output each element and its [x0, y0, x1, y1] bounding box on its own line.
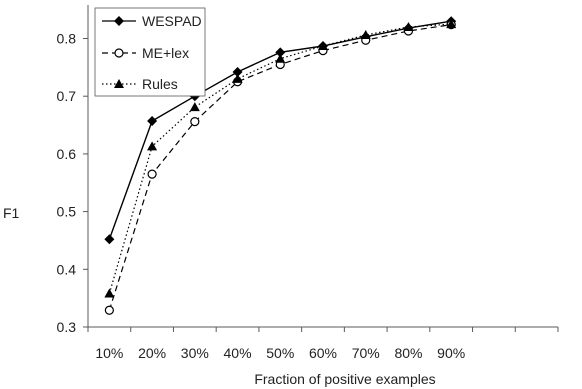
y-tick-label: 0.8 [57, 31, 77, 47]
legend-item: Rules [102, 76, 178, 92]
legend-marker [114, 48, 124, 58]
axes [87, 5, 558, 328]
data-point [147, 169, 157, 179]
data-point [104, 305, 114, 315]
legend-label: WESPAD [142, 13, 202, 29]
x-axis-ticks: 10% 20% 30% 40% 50% 60% 70% 80% 90% [87, 327, 559, 361]
x-axis-label: Fraction of positive examples [254, 371, 435, 387]
legend-item: ME+lex [102, 45, 189, 61]
data-point [104, 234, 115, 245]
x-tick-label: 50% [266, 345, 294, 361]
legend-label: ME+lex [142, 45, 189, 61]
y-tick-label: 0.5 [57, 204, 77, 220]
x-tick-label: 60% [309, 345, 337, 361]
legend-box [94, 7, 206, 97]
data-point [189, 102, 200, 112]
data-point [104, 288, 115, 298]
data-point [147, 141, 158, 151]
data-point [232, 73, 243, 83]
legend: WESPAD ME+lex Rules [94, 7, 206, 97]
data-point [318, 41, 328, 51]
series-line [108, 23, 452, 294]
data-point [360, 30, 371, 40]
x-tick-label: 10% [95, 345, 123, 361]
x-tick-label: 70% [352, 345, 380, 361]
data-point [275, 53, 286, 63]
y-tick-label: 0.4 [57, 261, 77, 277]
data-point [232, 66, 243, 77]
y-tick-label: 0.3 [57, 319, 77, 335]
y-axis-ticks: 0.3 0.4 0.5 0.6 0.7 0.8 [57, 31, 88, 335]
x-tick-label: 80% [394, 345, 422, 361]
data-point [275, 47, 286, 58]
data-point [147, 116, 158, 127]
y-axis-label: F1 [3, 205, 20, 221]
x-tick-label: 40% [224, 345, 252, 361]
data-point [446, 19, 457, 29]
data-point [403, 21, 414, 31]
y-tick-label: 0.6 [57, 146, 77, 162]
legend-item: WESPAD [102, 13, 202, 29]
series-rules [104, 19, 457, 298]
data-point [190, 116, 200, 127]
y-tick-label: 0.7 [57, 88, 77, 104]
x-tick-label: 30% [181, 345, 209, 361]
legend-label: Rules [142, 76, 178, 92]
x-tick-label: 20% [138, 345, 166, 361]
x-tick-label: 90% [437, 345, 465, 361]
legend-marker [114, 16, 124, 26]
legend-marker [114, 79, 124, 88]
